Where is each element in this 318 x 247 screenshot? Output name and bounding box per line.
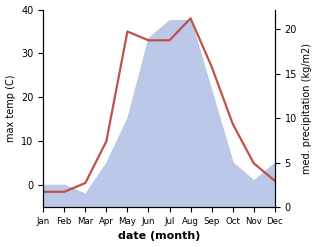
X-axis label: date (month): date (month) xyxy=(118,231,200,242)
Y-axis label: max temp (C): max temp (C) xyxy=(5,75,16,142)
Y-axis label: med. precipitation (kg/m2): med. precipitation (kg/m2) xyxy=(302,43,313,174)
